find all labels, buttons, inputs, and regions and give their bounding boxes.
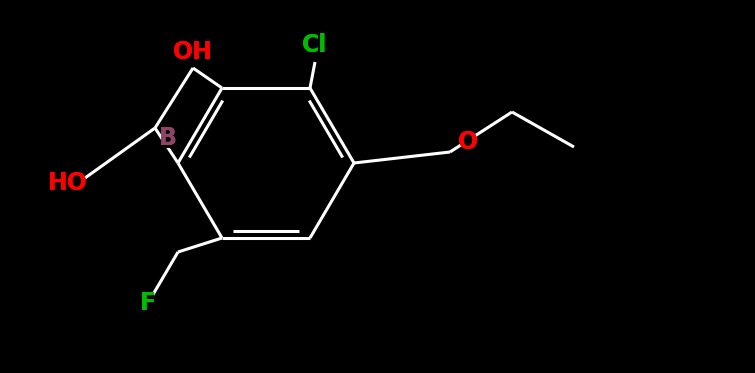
Text: OH: OH [173,40,213,64]
FancyBboxPatch shape [463,132,473,152]
FancyBboxPatch shape [162,128,174,148]
Text: Cl: Cl [302,33,328,57]
Text: O: O [458,130,478,154]
Text: F: F [140,291,156,315]
FancyBboxPatch shape [182,42,204,62]
Text: HO: HO [48,171,88,195]
Text: O: O [458,130,478,154]
FancyBboxPatch shape [57,173,79,193]
Text: B: B [159,126,177,150]
Text: F: F [140,291,156,315]
FancyBboxPatch shape [304,35,326,55]
Text: B: B [159,126,177,150]
Text: Cl: Cl [302,33,328,57]
Text: HO: HO [48,171,88,195]
Text: OH: OH [173,40,213,64]
FancyBboxPatch shape [143,293,153,313]
